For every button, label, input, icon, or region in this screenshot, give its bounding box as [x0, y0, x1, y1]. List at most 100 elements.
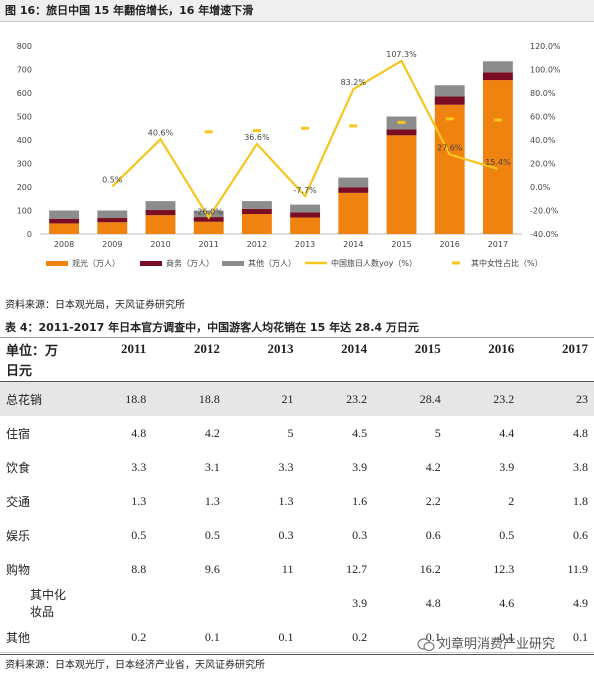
y-right-tick-label: -20.0%	[530, 207, 559, 216]
table-cell: 12.7	[346, 561, 368, 576]
bar-segment	[482, 72, 513, 81]
table-cell: 0.1	[204, 629, 220, 644]
row-label: 购物	[6, 562, 31, 577]
bar-segment	[145, 215, 176, 234]
legend-label: 商务（万人）	[166, 258, 214, 268]
table-cell	[226, 586, 300, 620]
data-label: -26.0%	[195, 208, 224, 217]
unit-line-1: 单位：万	[6, 343, 59, 358]
table-row: 住宿 4.8 4.2 5 4.5 5 4.4 4.8	[0, 416, 594, 450]
table-cell: 3.8	[573, 459, 588, 474]
bar-segment	[49, 223, 80, 234]
x-tick-label: 2015	[391, 240, 411, 249]
female-share-marker	[349, 124, 358, 128]
table-cell: 4.2	[425, 459, 441, 474]
x-tick-label: 2013	[295, 240, 315, 249]
table-cell: 3.1	[204, 459, 220, 474]
table-row: 其中化妆品 3.9 4.8 4.6 4.9	[0, 586, 594, 620]
table-cell: 4.2	[204, 425, 220, 440]
y-right-tick-label: 20.0%	[530, 160, 556, 169]
table-cell: 0.1	[573, 629, 588, 644]
table-cell: 3.9	[499, 459, 515, 474]
table-row: 娱乐 0.5 0.5 0.3 0.3 0.6 0.5 0.6	[0, 518, 594, 552]
legend-swatch	[140, 261, 162, 266]
y-left-tick-label: 600	[17, 89, 32, 98]
x-tick-label: 2010	[150, 240, 170, 249]
year-header: 2013	[267, 341, 294, 356]
table-header-row: 单位：万 日元 2011 2012 2013 2014 2015 2016 20…	[0, 339, 594, 382]
bar-segment	[241, 201, 272, 209]
x-tick-label: 2008	[54, 240, 74, 249]
bar-segment	[145, 210, 176, 216]
table-cell: 0.5	[204, 527, 220, 542]
spending-table: 单位：万 日元 2011 2012 2013 2014 2015 2016 20…	[0, 339, 594, 655]
row-label: 饮食	[6, 460, 31, 475]
table-source: 资料来源：日本观光厅，日本经济产业省，天风证券研究所	[5, 660, 265, 671]
legend-label: 观光（万人）	[72, 258, 120, 268]
legend-label: 其他（万人）	[248, 258, 296, 268]
female-share-marker	[493, 118, 502, 122]
table-cell: 23.2	[299, 381, 374, 416]
female-share-marker	[445, 117, 454, 121]
table-cell: 0.5	[499, 527, 515, 542]
y-right-tick-label: -40.0%	[530, 230, 559, 239]
table-cell: 21	[225, 381, 300, 416]
unit-header: 单位：万 日元	[0, 339, 80, 382]
table-cell: 8.8	[131, 561, 147, 576]
data-label: 107.3%	[386, 50, 417, 59]
bar-segment	[338, 187, 369, 193]
x-tick-label: 2012	[247, 240, 267, 249]
female-share-marker	[204, 130, 213, 134]
bar-segment	[97, 218, 128, 223]
y-right-tick-label: 0.0%	[530, 183, 551, 192]
table-cell: 23.2	[446, 381, 521, 416]
bar-segment	[241, 214, 272, 234]
year-header: 2014	[341, 341, 368, 356]
legend-swatch	[46, 261, 68, 266]
table-source-bar: 资料来源：日本观光厅，日本经济产业省，天风证券研究所	[0, 652, 594, 671]
row-label: 住宿	[6, 426, 31, 441]
table-cell: 1.6	[352, 493, 368, 508]
table-cell: 11.9	[567, 561, 588, 576]
bar-segment	[338, 192, 369, 234]
data-label: 40.6%	[148, 128, 174, 137]
table-cell: 0.6	[573, 527, 588, 542]
bar-segment	[49, 218, 80, 224]
table-cell: 0.1	[425, 629, 441, 644]
table-cell: 0.2	[131, 629, 147, 644]
bar-segment	[49, 210, 80, 219]
y-right-tick-label: 80.0%	[530, 89, 556, 98]
y-left-tick-label: 800	[17, 42, 32, 51]
data-label: -7.7%	[293, 186, 317, 195]
bar-segment	[193, 210, 224, 218]
y-right-tick-label: 60.0%	[530, 113, 556, 122]
x-tick-label: 2011	[199, 240, 219, 249]
legend-swatch	[452, 261, 460, 265]
table-cell: 0.1	[499, 629, 515, 644]
data-label: 15.4%	[485, 158, 511, 167]
figure-source: 资料来源：日本观光局，天风证券研究所	[5, 300, 185, 311]
wechat-icon	[417, 637, 435, 651]
table-cell: 12.3	[493, 561, 515, 576]
bar-segment	[386, 135, 417, 234]
table-cell: 2	[508, 493, 515, 508]
y-left-tick-label: 500	[17, 113, 32, 122]
bar-segment	[434, 85, 465, 97]
year-header: 2012	[193, 341, 220, 356]
unit-line-2: 日元	[6, 363, 33, 378]
table-cell	[80, 586, 152, 620]
table-cell: 5	[287, 425, 294, 440]
bar-segment	[386, 129, 417, 136]
table-cell: 0.6	[425, 527, 441, 542]
female-share-marker	[252, 129, 261, 133]
table-cell: 28.4	[373, 381, 447, 416]
table-title: 表 4：2011-2017 年日本官方调查中，中国游客人均花销在 15 年达 2…	[0, 318, 594, 338]
row-label: 娱乐	[6, 528, 31, 543]
table-cell: 5	[434, 425, 441, 440]
bar-segment	[338, 177, 369, 188]
table-cell: 3.3	[278, 459, 294, 474]
bar-segment	[434, 96, 465, 105]
table-row: 总花销 18.8 18.8 21 23.2 28.4 23.2 23	[0, 381, 594, 416]
female-share-marker	[397, 120, 406, 124]
table-cell: 9.6	[204, 561, 220, 576]
